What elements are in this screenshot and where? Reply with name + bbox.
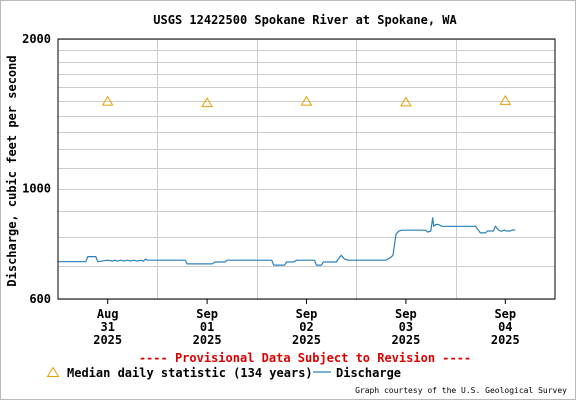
- median-marker: [201, 97, 213, 108]
- provisional-note: ---- Provisional Data Subject to Revisio…: [139, 351, 471, 365]
- x-tick-day: 02: [299, 320, 313, 334]
- y-axis-label: Discharge, cubic feet per second: [5, 55, 19, 286]
- chart-title: USGS 12422500 Spokane River at Spokane, …: [153, 13, 457, 27]
- x-tick-year: 2025: [292, 333, 321, 347]
- legend: Median daily statistic (134 years) Disch…: [46, 366, 401, 380]
- x-tick-month: Sep: [395, 307, 417, 321]
- y-tick-label: 600: [29, 292, 51, 306]
- legend-discharge-label: Discharge: [336, 366, 401, 380]
- median-marker: [499, 94, 512, 105]
- discharge-line: [58, 217, 516, 266]
- x-tick-month: Sep: [196, 307, 218, 321]
- credit-text: Graph courtesy of the U.S. Geological Su…: [355, 386, 567, 395]
- x-tick-month: Sep: [494, 307, 516, 321]
- x-tick-year: 2025: [193, 333, 222, 347]
- x-tick-day: 03: [399, 320, 413, 334]
- median-marker: [300, 95, 313, 106]
- median-marker: [101, 95, 114, 106]
- x-tick-day: 31: [100, 320, 114, 334]
- x-tick-day: 01: [200, 320, 214, 334]
- x-tick-month: Sep: [296, 307, 318, 321]
- x-tick-month: Aug: [97, 307, 119, 321]
- legend-median-label: Median daily statistic (134 years): [67, 366, 313, 380]
- x-tick-day: 04: [498, 320, 512, 334]
- y-tick-label: 1000: [22, 182, 51, 196]
- y-tick-label: 2000: [22, 32, 51, 46]
- x-tick-year: 2025: [491, 333, 520, 347]
- x-tick-year: 2025: [391, 333, 420, 347]
- median-marker: [400, 96, 412, 107]
- legend-median-triangle: [46, 366, 60, 377]
- x-tick-year: 2025: [93, 333, 122, 347]
